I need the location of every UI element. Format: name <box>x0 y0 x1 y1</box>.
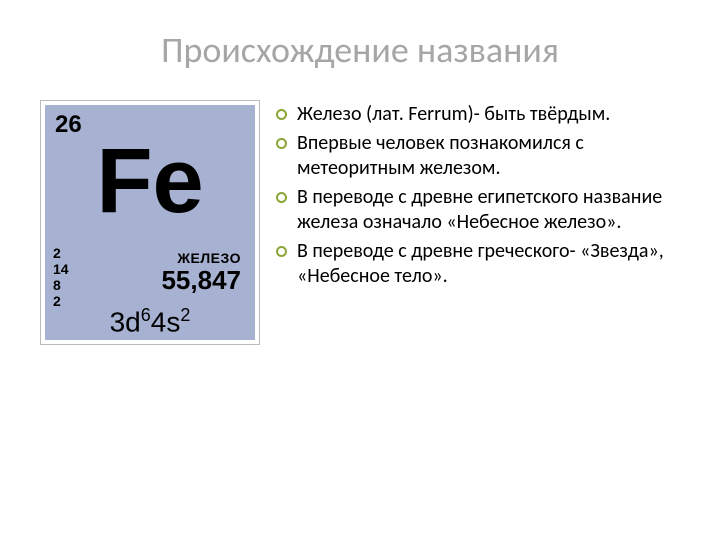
bullet-text: В переводе с древне греческого- «Звезда»… <box>297 239 680 289</box>
bullet-icon <box>276 192 287 203</box>
config-sup: 2 <box>180 305 190 325</box>
bullet-icon <box>276 246 287 257</box>
list-item: В переводе с древне греческого- «Звезда»… <box>276 239 680 289</box>
bullet-icon <box>276 109 287 120</box>
atomic-mass: 55,847 <box>161 265 241 296</box>
bullet-icon <box>276 138 287 149</box>
shell-value: 8 <box>53 277 69 293</box>
list-item: Впервые человек познакомился с метеоритн… <box>276 131 680 181</box>
periodic-element-tile: 2 6 Fe ЖЕЛЕЗО 55,847 2 14 8 2 3d64s2 <box>40 100 260 345</box>
config-sup: 6 <box>141 305 151 325</box>
slide: Происхождение названия 2 6 Fe ЖЕЛЕЗО 55,8… <box>0 0 720 540</box>
config-part: 4s <box>151 306 181 337</box>
shell-value: 2 <box>53 245 69 261</box>
shell-value: 14 <box>53 261 69 277</box>
bullet-text: Впервые человек познакомился с метеоритн… <box>297 131 680 181</box>
slide-title: Происхождение названия <box>40 28 680 72</box>
element-name: ЖЕЛЕЗО <box>177 250 241 266</box>
element-symbol: Fe <box>45 135 255 227</box>
tile-inner: 2 6 Fe ЖЕЛЕЗО 55,847 2 14 8 2 3d64s2 <box>45 105 255 340</box>
content-row: 2 6 Fe ЖЕЛЕЗО 55,847 2 14 8 2 3d64s2 Желе… <box>40 100 680 345</box>
config-part: 3d <box>110 306 141 337</box>
bullet-text: Железо (лат. Ferrum)- быть твёрдым. <box>297 102 680 127</box>
list-item: В переводе с древне египетского название… <box>276 185 680 235</box>
electron-shells: 2 14 8 2 <box>53 245 69 309</box>
bullet-list: Железо (лат. Ferrum)- быть твёрдым. Впер… <box>276 100 680 293</box>
electron-config: 3d64s2 <box>45 305 255 338</box>
bullet-text: В переводе с древне египетского название… <box>297 185 680 235</box>
list-item: Железо (лат. Ferrum)- быть твёрдым. <box>276 102 680 127</box>
